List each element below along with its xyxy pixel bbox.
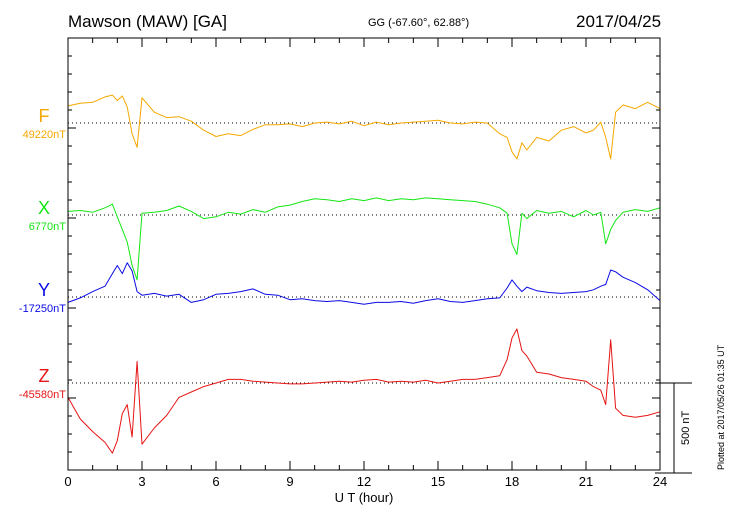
plot-frame [67,37,661,471]
scale-bar [655,382,692,474]
component-label-f: F [38,106,50,126]
scale-bar-label: 500 nT [680,410,692,445]
x-tick-label: 6 [212,474,219,489]
baseline-value-f: 49220nT [22,129,66,141]
x-tick-label: 21 [579,474,593,489]
x-tick-label: 24 [653,474,667,489]
series-layer [67,94,661,454]
x-tick-label: 0 [64,474,71,489]
plotted-timestamp: Plotted at 2017/05/26 01:35 UT [716,344,726,470]
series-f [67,94,661,160]
x-tick-label: 18 [505,474,519,489]
coordinates: GG (-67.60°, 62.88°) [368,17,470,29]
component-label-x: X [37,198,50,218]
series-x [67,197,661,281]
x-tick-label: 12 [357,474,371,489]
series-y [67,262,661,305]
x-tick-labels: 0 3 6 9 12 15 18 21 24 [64,474,667,489]
series-z [67,328,661,454]
x-tick-label: 9 [286,474,293,489]
baseline-value-z: -45580nT [18,389,66,401]
component-label-y: Y [37,280,50,300]
component-label-z: Z [38,366,50,386]
baseline-value-y: -17250nT [18,303,66,315]
axis-ticks [67,38,661,470]
x-tick-label: 3 [138,474,145,489]
baselines [68,122,660,384]
x-axis-label: U T (hour) [334,490,394,505]
station-title: Mawson (MAW) [GA] [68,12,227,31]
baseline-value-x: 6770nT [28,221,66,233]
date-label: 2017/04/25 [576,12,662,31]
x-tick-label: 15 [431,474,445,489]
